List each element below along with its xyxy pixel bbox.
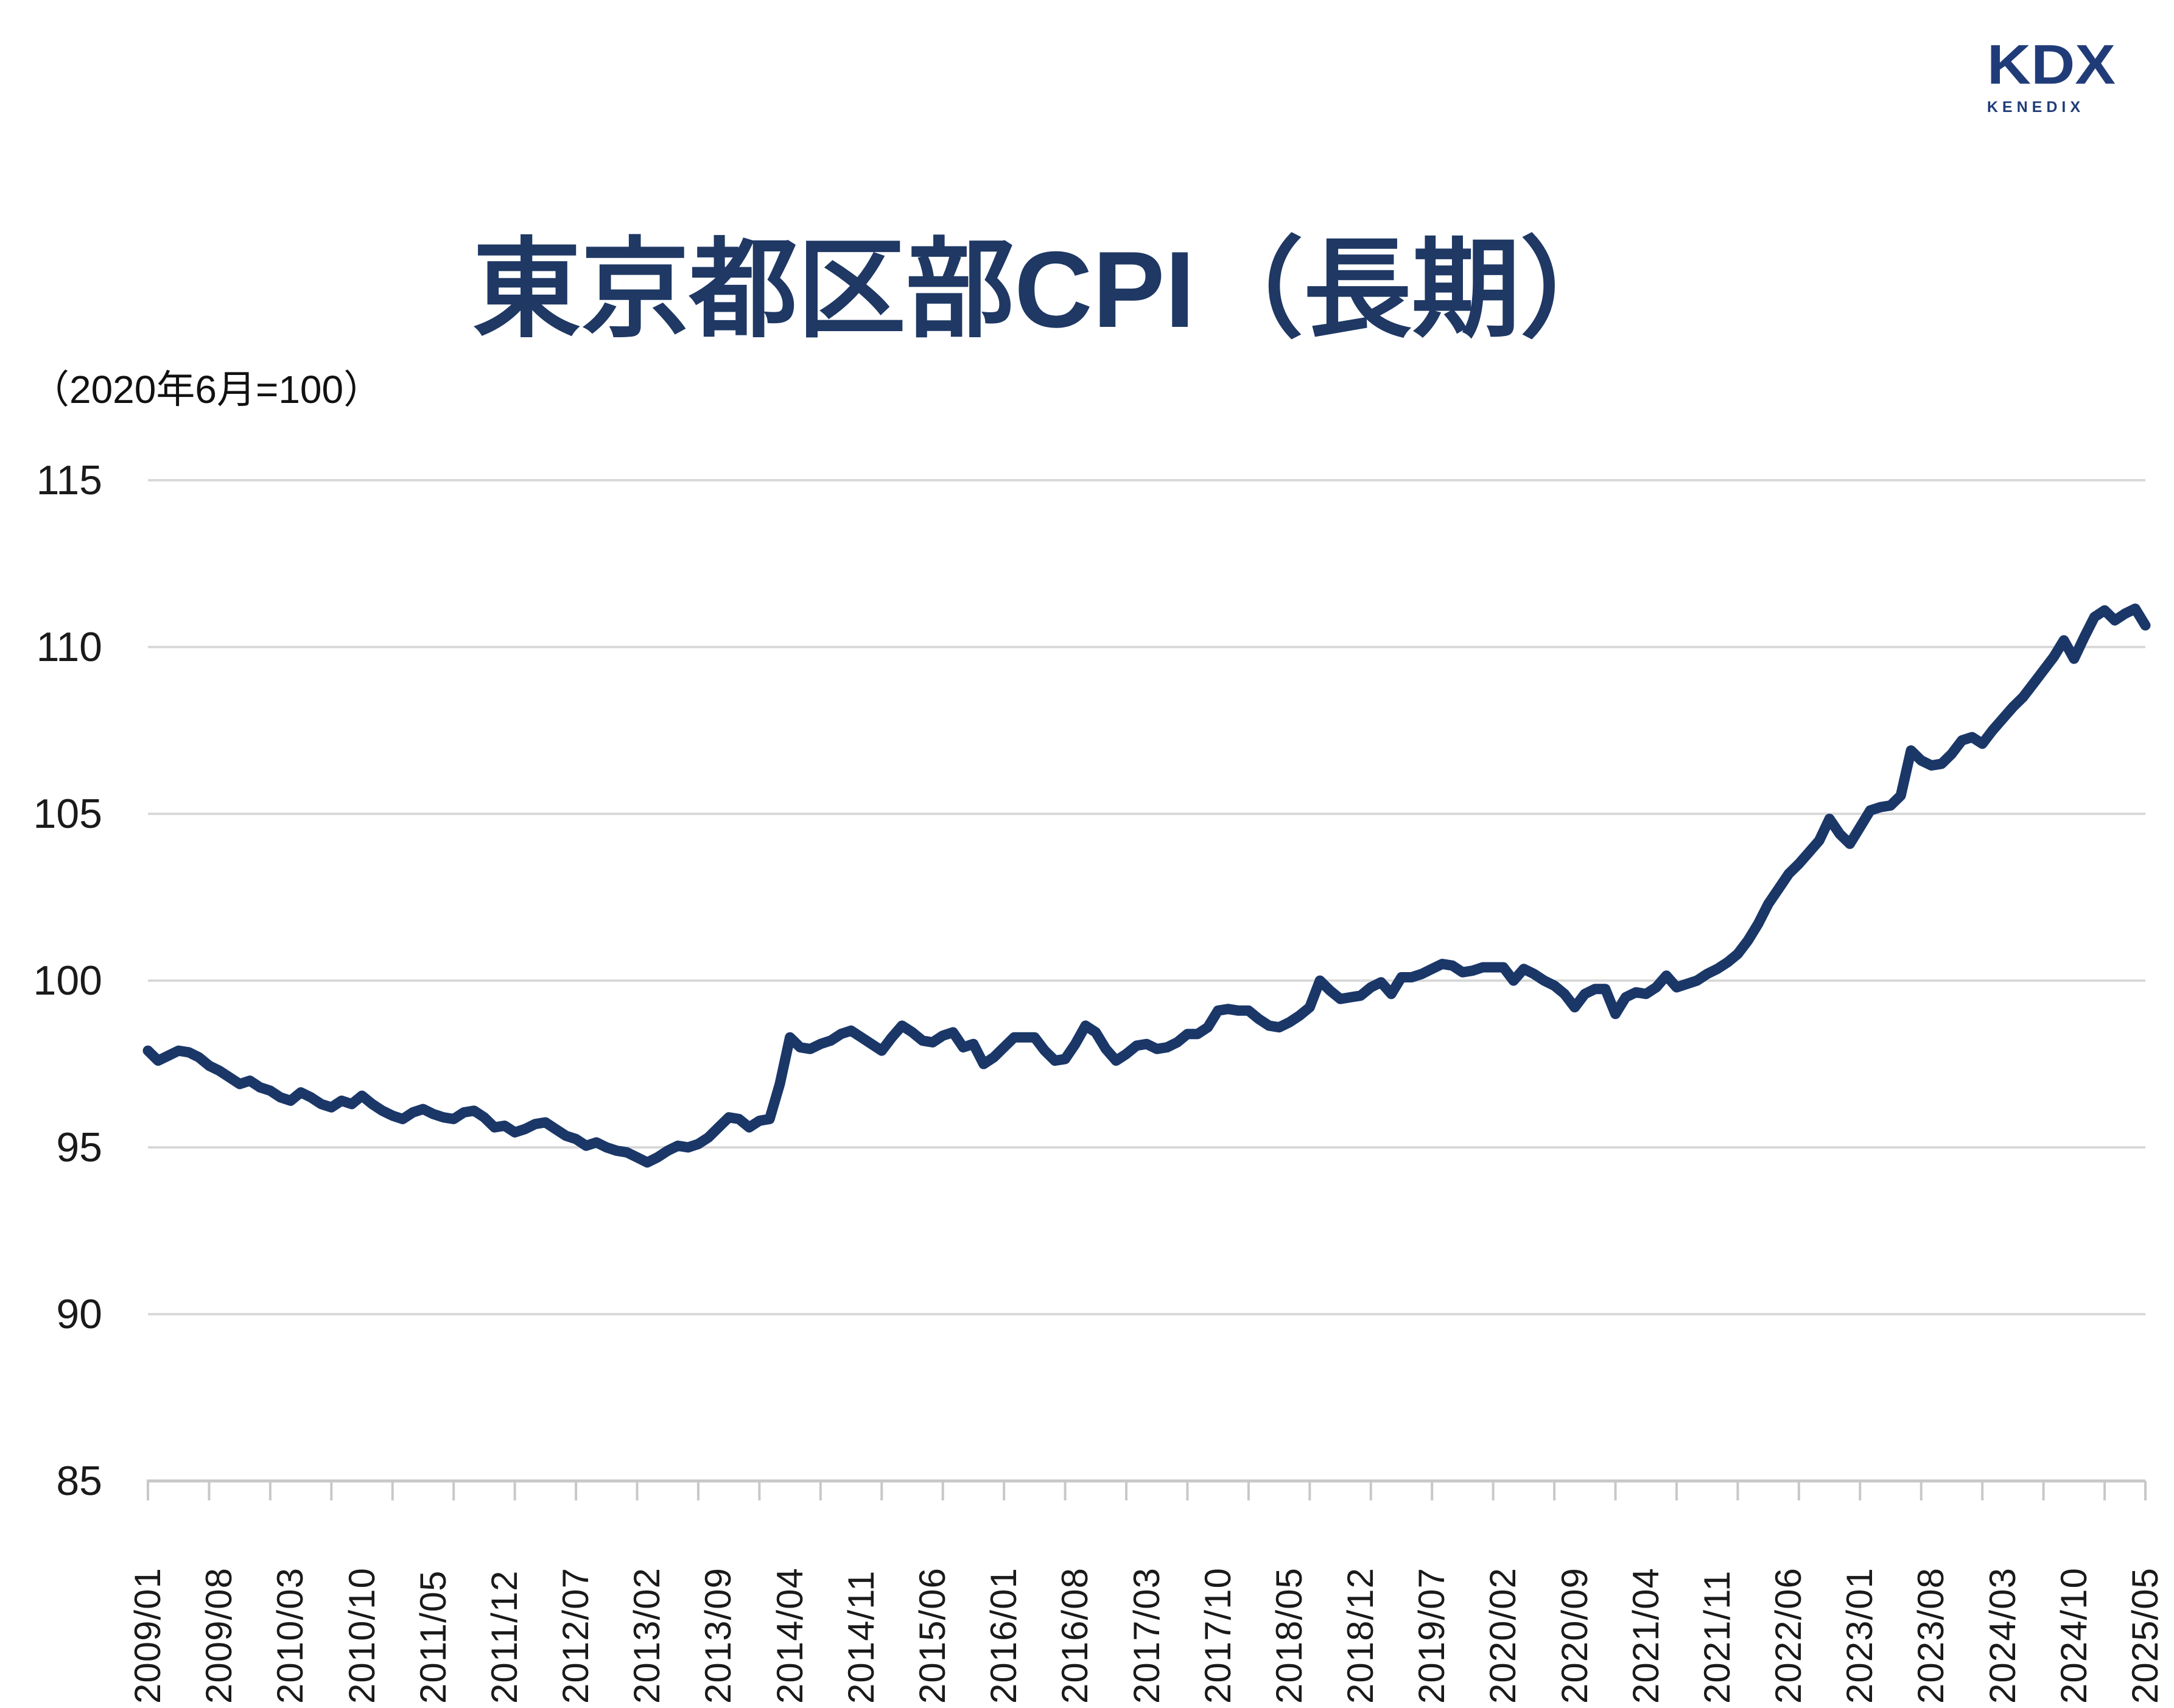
- kdx-kenedix-logo: KDX KENEDIX: [1987, 37, 2116, 115]
- x-axis-label-2013-02: 2013/02: [626, 1567, 668, 1704]
- x-axis-label-2023-08: 2023/08: [1910, 1567, 1952, 1704]
- x-axis-label-2025-05: 2025/05: [2125, 1567, 2165, 1704]
- x-axis-label-2016-08: 2016/08: [1054, 1567, 1096, 1704]
- y-axis-label-105: 105: [33, 791, 102, 837]
- y-axis-label-115: 115: [36, 457, 102, 503]
- x-axis-label-2014-11: 2014/11: [840, 1570, 882, 1704]
- x-axis-label-2018-12: 2018/12: [1340, 1567, 1381, 1704]
- cpi-series-line: [142, 603, 2151, 1168]
- x-axis-label-2024-10: 2024/10: [2053, 1567, 2094, 1704]
- x-axis-label-2011-05: 2011/05: [412, 1570, 454, 1704]
- logo-kdx-text: KDX: [1986, 33, 2116, 96]
- x-axis-label-2015-06: 2015/06: [911, 1567, 953, 1704]
- x-axis-label-2012-07: 2012/07: [555, 1567, 597, 1704]
- x-axis-label-2013-09: 2013/09: [698, 1567, 739, 1704]
- x-axis-label-2011-12: 2011/12: [483, 1570, 525, 1704]
- y-axis-label-110: 110: [36, 624, 102, 670]
- x-axis-label-2023-01: 2023/01: [1839, 1567, 1881, 1704]
- x-axis-label-2022-06: 2022/06: [1768, 1567, 1809, 1704]
- x-axis-label-2010-03: 2010/03: [270, 1567, 311, 1704]
- x-axis-label-2021-11: 2021/11: [1696, 1570, 1737, 1704]
- logo-kenedix-text: KENEDIX: [1986, 99, 2085, 116]
- x-axis-label-2020-02: 2020/02: [1482, 1567, 1524, 1704]
- page-title: 東京都区部CPI（長期）: [472, 229, 1629, 351]
- x-axis-label-2009-01: 2009/01: [127, 1567, 168, 1704]
- x-axis-label-2017-10: 2017/10: [1197, 1567, 1238, 1704]
- x-axis-label-2024-03: 2024/03: [1982, 1567, 2023, 1704]
- y-axis-label-100: 100: [33, 957, 102, 1004]
- axis-unit-note: （2020年6月=100）: [30, 368, 383, 411]
- y-axis-label-85: 85: [56, 1458, 102, 1504]
- x-axis-label-2017-03: 2017/03: [1126, 1567, 1167, 1704]
- x-axis-label-2020-09: 2020/09: [1554, 1567, 1595, 1704]
- y-axis-label-95: 95: [56, 1124, 102, 1171]
- y-axis-label-90: 90: [56, 1291, 102, 1337]
- x-axis-label-2010-10: 2010/10: [341, 1567, 382, 1704]
- x-axis-label-2019-07: 2019/07: [1411, 1567, 1453, 1704]
- x-axis-label-2018-05: 2018/05: [1268, 1567, 1310, 1704]
- x-axis-label-2021-04: 2021/04: [1625, 1567, 1666, 1704]
- x-axis-label-2014-04: 2014/04: [769, 1567, 810, 1704]
- x-axis-label-2009-08: 2009/08: [198, 1567, 240, 1704]
- x-axis-label-2016-01: 2016/01: [983, 1567, 1025, 1704]
